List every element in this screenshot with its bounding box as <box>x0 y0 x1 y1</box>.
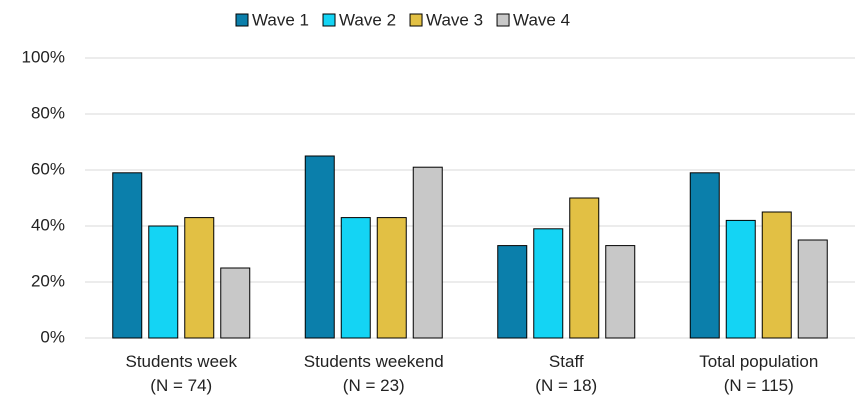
legend-label: Wave 2 <box>339 10 396 29</box>
legend-label: Wave 1 <box>252 10 309 29</box>
bar <box>761 211 792 339</box>
y-tick-label: 0% <box>40 327 65 346</box>
legend-swatch <box>322 13 336 27</box>
x-tick-label: Students weekend (N = 23) <box>303 352 444 395</box>
bar <box>533 228 564 339</box>
bar <box>112 172 143 339</box>
y-tick-label: 80% <box>31 103 65 122</box>
bar <box>220 267 251 339</box>
bar <box>412 166 443 339</box>
bar <box>689 172 720 339</box>
legend-swatch <box>496 13 510 27</box>
bar <box>376 217 407 339</box>
bar <box>148 225 179 339</box>
bar <box>184 217 215 339</box>
y-tick-label: 60% <box>31 159 65 178</box>
y-tick-label: 100% <box>22 47 65 66</box>
bar <box>725 219 756 339</box>
bar <box>304 155 335 339</box>
legend-label: Wave 3 <box>426 10 483 29</box>
x-tick-label: Staff (N = 18) <box>535 352 598 395</box>
bar <box>605 245 636 339</box>
bar <box>340 217 371 339</box>
legend-label: Wave 4 <box>513 10 570 29</box>
x-tick-label: Total population (N = 115) <box>699 352 819 395</box>
legend-swatch <box>409 13 423 27</box>
y-tick-label: 20% <box>31 271 65 290</box>
y-tick-label: 40% <box>31 215 65 234</box>
legend-swatch <box>235 13 249 27</box>
bar <box>569 197 600 339</box>
bar <box>797 239 828 339</box>
x-tick-label: Students week (N = 74) <box>125 352 237 395</box>
bar <box>497 245 528 339</box>
